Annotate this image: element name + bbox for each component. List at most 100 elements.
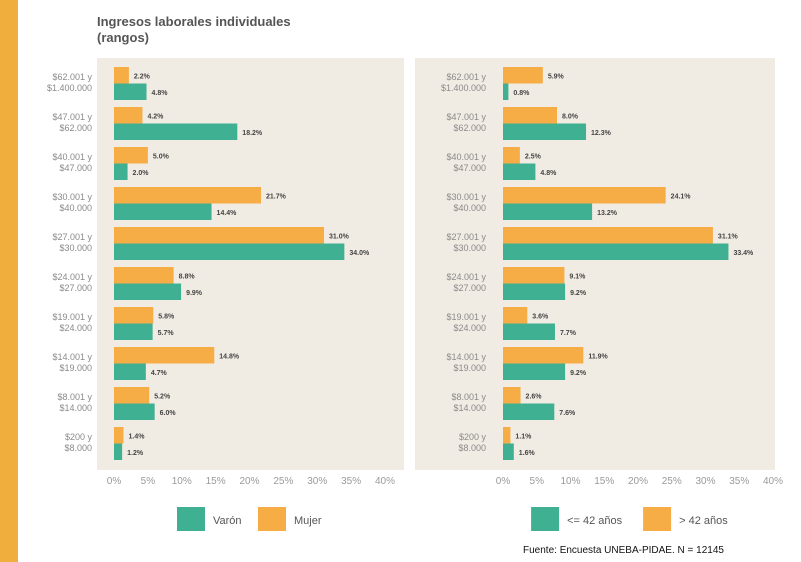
chart-panel-1: $62.001 y$1.400.000 $47.001 y$62.000 $40.0… xyxy=(47,58,404,531)
x-tick-label: 0% xyxy=(496,476,511,487)
bar-bottom xyxy=(114,283,182,300)
bar-value-label: 7.7% xyxy=(560,330,577,337)
category-label: $24.000 xyxy=(453,323,486,333)
category-label: $27.000 xyxy=(59,283,92,293)
bar-value-label: 1.2% xyxy=(127,450,144,457)
bar-top xyxy=(503,427,511,444)
category-label: $47.000 xyxy=(59,163,92,173)
page-title: Ingresos laborales individuales (rangos) xyxy=(97,14,291,45)
bar-top xyxy=(114,107,143,124)
category-label: $14.000 xyxy=(453,403,486,413)
bar-bottom xyxy=(114,243,345,260)
bar-top xyxy=(503,387,521,404)
bar-value-label: 2.0% xyxy=(133,170,150,177)
x-tick-label: 5% xyxy=(530,476,545,487)
bar-top xyxy=(503,107,557,124)
bar-top xyxy=(503,347,584,364)
category-label: $24.001 y xyxy=(446,272,486,282)
bar-bottom xyxy=(503,443,514,460)
category-label: $19.000 xyxy=(59,363,92,373)
category-label: $14.000 xyxy=(59,403,92,413)
bar-value-label: 5.2% xyxy=(154,393,171,400)
bar-value-label: 8.0% xyxy=(562,113,579,120)
category-label: $24.001 y xyxy=(52,272,92,282)
x-tick-label: 15% xyxy=(594,476,614,487)
legend-swatch xyxy=(643,507,672,531)
bar-top xyxy=(114,307,154,324)
bar-value-label: 24.1% xyxy=(671,193,692,200)
bar-top xyxy=(503,267,565,284)
legend-label: Varón xyxy=(213,515,242,527)
bar-value-label: 14.8% xyxy=(219,353,240,360)
category-label: $27.000 xyxy=(453,283,486,293)
bar-top xyxy=(503,227,713,244)
bar-value-label: 3.6% xyxy=(532,313,549,320)
category-label: $14.001 y xyxy=(52,352,92,362)
x-tick-label: 30% xyxy=(307,476,327,487)
category-label: $19.001 y xyxy=(52,312,92,322)
category-label: $8.001 y xyxy=(57,392,92,402)
bar-bottom xyxy=(503,203,593,220)
category-label: $62.000 xyxy=(453,123,486,133)
category-label: $14.001 y xyxy=(446,352,486,362)
bar-bottom xyxy=(114,363,146,380)
category-label: $27.001 y xyxy=(446,232,486,242)
bar-value-label: 1.4% xyxy=(128,433,145,440)
bar-top xyxy=(114,347,215,364)
x-tick-label: 30% xyxy=(695,476,715,487)
bar-top xyxy=(114,67,129,84)
category-label: $30.001 y xyxy=(446,192,486,202)
category-label: $47.001 y xyxy=(446,112,486,122)
bar-bottom xyxy=(114,323,153,340)
bar-top xyxy=(114,227,325,244)
x-tick-label: 35% xyxy=(729,476,749,487)
bar-top xyxy=(503,187,666,204)
source-note: Fuente: Encuesta UNEBA-PIDAE. N = 12145 xyxy=(523,545,724,556)
bar-top xyxy=(503,307,528,324)
bar-bottom xyxy=(114,123,238,140)
bar-top xyxy=(114,427,124,444)
bar-value-label: 4.8% xyxy=(152,90,169,97)
bar-value-label: 0.8% xyxy=(513,90,530,97)
chart-plot-area xyxy=(415,58,775,470)
bar-top xyxy=(114,267,174,284)
x-tick-label: 35% xyxy=(341,476,361,487)
x-tick-label: 25% xyxy=(273,476,293,487)
category-label: $8.000 xyxy=(64,443,92,453)
legend-swatch xyxy=(177,507,205,531)
category-label: $62.000 xyxy=(59,123,92,133)
bar-value-label: 12.3% xyxy=(591,130,612,137)
bar-value-label: 9.2% xyxy=(570,370,587,377)
category-label: $30.001 y xyxy=(52,192,92,202)
bar-value-label: 11.9% xyxy=(588,353,608,360)
bar-bottom xyxy=(503,283,566,300)
bar-top xyxy=(114,147,148,164)
bar-bottom xyxy=(503,163,536,180)
bar-top xyxy=(503,67,543,84)
category-label: $47.001 y xyxy=(52,112,92,122)
category-label: $30.000 xyxy=(59,243,92,253)
bar-bottom xyxy=(503,323,555,340)
bar-value-label: 2.6% xyxy=(526,393,543,400)
x-tick-label: 20% xyxy=(239,476,259,487)
x-tick-label: 15% xyxy=(206,476,226,487)
bar-value-label: 5.9% xyxy=(548,73,565,80)
category-label: $62.001 y xyxy=(446,72,486,82)
bar-bottom xyxy=(503,123,587,140)
bar-value-label: 9.2% xyxy=(570,290,587,297)
x-tick-label: 0% xyxy=(107,476,122,487)
category-label: $19.000 xyxy=(453,363,486,373)
bar-bottom xyxy=(114,443,123,460)
bar-bottom xyxy=(503,243,729,260)
bar-value-label: 7.6% xyxy=(559,410,576,417)
bar-top xyxy=(114,387,150,404)
category-label: $8.000 xyxy=(458,443,486,453)
bar-value-label: 5.0% xyxy=(153,153,170,160)
x-tick-label: 5% xyxy=(141,476,156,487)
legend-label: Mujer xyxy=(294,515,322,527)
category-label: $40.000 xyxy=(453,203,486,213)
bar-value-label: 9.9% xyxy=(186,290,203,297)
bar-bottom xyxy=(114,163,128,180)
bar-bottom xyxy=(114,403,155,420)
